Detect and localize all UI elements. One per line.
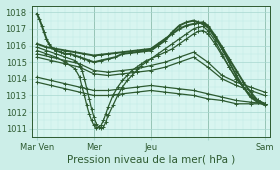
X-axis label: Pression niveau de la mer( hPa ): Pression niveau de la mer( hPa ) [67,154,235,164]
